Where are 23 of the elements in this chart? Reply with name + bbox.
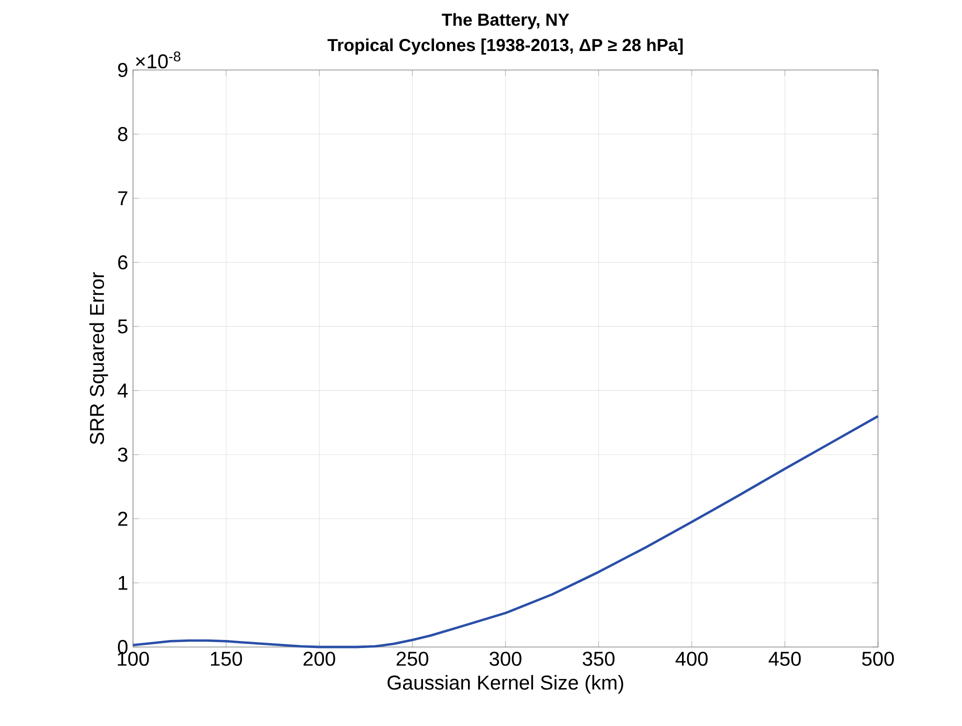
y-tick-label: 7 [118, 191, 128, 206]
chart-title: The Battery, NY [442, 13, 570, 30]
chart-subtitle: Tropical Cyclones [1938-2013, ΔP ≥ 28 hPa] [328, 38, 683, 55]
x-tick-label: 350 [582, 652, 615, 666]
x-axis-title: Gaussian Kernel Size (km) [388, 675, 624, 694]
y-tick-label: 8 [118, 127, 128, 142]
y-axis-title: SRR Squared Error [89, 272, 108, 444]
y-tick-label: 2 [118, 512, 128, 526]
x-tick-label: 300 [490, 652, 522, 666]
x-tick-label: 400 [676, 652, 708, 666]
x-tick-label: 200 [304, 652, 336, 666]
y-tick-label: 9 [118, 62, 128, 78]
y-tick-label: 1 [118, 576, 128, 590]
x-tick-label: 500 [862, 652, 894, 666]
y-tick-label: 6 [118, 255, 128, 270]
x-tick-label: 150 [210, 652, 242, 666]
y-tick-label: 5 [118, 319, 128, 334]
y-tick-label: 3 [118, 448, 128, 462]
text: ×10$^{-8}$ [136, 51, 180, 68]
x-tick-label: 250 [396, 652, 428, 666]
x-tick-label: 100 [118, 652, 149, 666]
y-tick-label: 4 [118, 384, 128, 398]
x-tick-label: 450 [768, 652, 801, 666]
